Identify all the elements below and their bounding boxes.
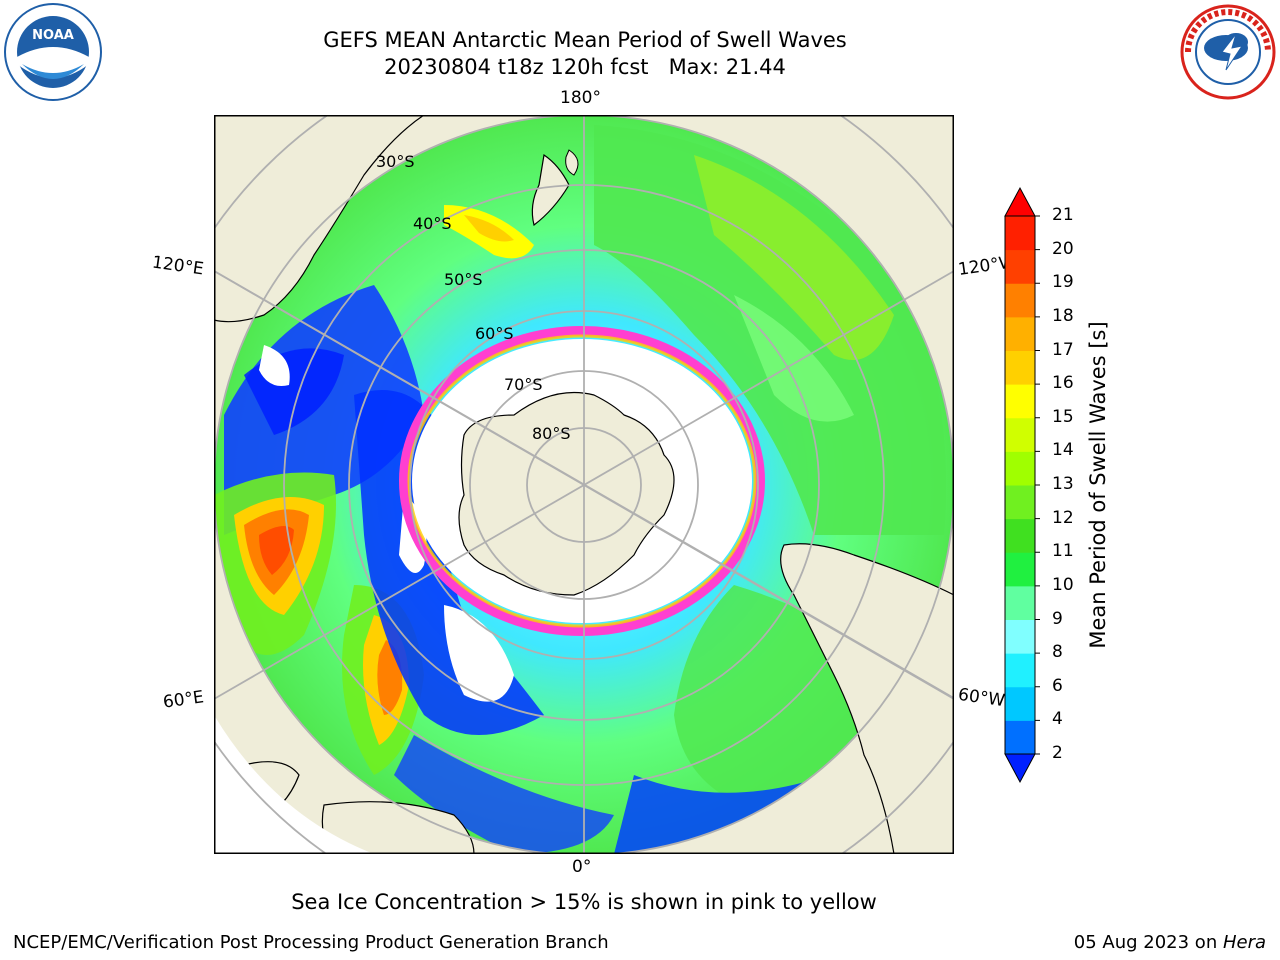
colorbar	[1004, 186, 1040, 784]
colorbar-segment-16	[1005, 350, 1035, 385]
colorbar-tick-18: 18	[1052, 305, 1074, 326]
lat-label-60s: 60°S	[475, 324, 514, 343]
footer-date: 05 Aug 2023 on Hera	[1074, 932, 1266, 953]
colorbar-max-extension	[1004, 186, 1036, 217]
svg-text:NOAA: NOAA	[32, 28, 74, 43]
colorbar-segment-11	[1005, 518, 1035, 553]
colorbar-segment-2	[1005, 720, 1035, 755]
colorbar-tick-20: 20	[1052, 238, 1074, 259]
colorbar-segment-17	[1005, 316, 1035, 351]
nws-logo-icon	[1180, 4, 1276, 100]
colorbar-tick-2: 2	[1052, 743, 1063, 763]
colorbar-segment-9	[1005, 585, 1035, 620]
colorbar-tick-4: 4	[1052, 709, 1063, 730]
lat-label-70s: 70°S	[504, 375, 543, 394]
lat-label-40s: 40°S	[413, 214, 452, 233]
footer-date-text: 05 Aug 2023 on	[1073, 932, 1223, 953]
chart-subtitle: 20230804 t18z 120h fcst Max: 21.44	[384, 55, 786, 79]
lon-label-lower-left: 60°E	[161, 687, 206, 713]
lat-label-30s: 30°S	[376, 152, 415, 171]
footer-credit: NCEP/EMC/Verification Post Processing Pr…	[13, 932, 609, 953]
colorbar-segment-6	[1005, 653, 1035, 688]
colorbar-segment-19	[1005, 249, 1035, 284]
colorbar-tick-19: 19	[1052, 272, 1074, 293]
lon-label-lower-right: 60°W	[956, 684, 1007, 712]
colorbar-tick-21: 21	[1052, 205, 1074, 225]
colorbar-segment-4	[1005, 686, 1035, 721]
colorbar-segment-15	[1005, 384, 1035, 419]
south-america	[780, 543, 954, 854]
polar-map	[214, 115, 954, 854]
colorbar-tick-17: 17	[1052, 339, 1074, 360]
colorbar-segment-8	[1005, 619, 1035, 654]
lat-label-50s: 50°S	[444, 270, 483, 289]
sea-ice-caption: Sea Ice Concentration > 15% is shown in …	[291, 890, 877, 914]
graticule	[214, 115, 954, 854]
colorbar-segment-20	[1005, 216, 1035, 251]
chart-title: GEFS MEAN Antarctic Mean Period of Swell…	[323, 28, 847, 52]
new-zealand-north	[565, 149, 579, 176]
lon-label-upper-left: 120°E	[150, 252, 205, 280]
noaa-logo-icon: NOAA	[4, 3, 102, 101]
colorbar-segment-14	[1005, 417, 1035, 452]
colorbar-segment-10	[1005, 552, 1035, 587]
colorbar-tick-13: 13	[1052, 474, 1074, 494]
colorbar-tick-15: 15	[1052, 406, 1074, 427]
colorbar-tick-12: 12	[1052, 507, 1074, 528]
lon-label-bottom: 0°	[572, 857, 592, 877]
new-zealand	[531, 153, 570, 227]
colorbar-tick-9: 9	[1052, 608, 1063, 629]
colorbar-tick-6: 6	[1052, 675, 1063, 696]
sea-ice-edge	[399, 326, 765, 636]
colorbar-segment-12	[1005, 485, 1035, 520]
lon-label-top: 180°	[560, 88, 601, 108]
colorbar-tick-8: 8	[1052, 642, 1063, 663]
map-frame	[214, 115, 954, 854]
lat-label-80s: 80°S	[532, 424, 571, 443]
colorbar-segment-18	[1005, 283, 1035, 318]
colorbar-tick-10: 10	[1052, 574, 1074, 595]
colorbar-min-extension	[1004, 753, 1036, 784]
colorbar-tick-14: 14	[1052, 440, 1074, 461]
colorbar-tick-11: 11	[1052, 541, 1074, 562]
colorbar-tick-16: 16	[1052, 373, 1074, 394]
colorbar-segment-13	[1005, 451, 1035, 486]
colorbar-label: Mean Period of Swell Waves [s]	[1086, 321, 1110, 649]
footer-host: Hera	[1222, 932, 1266, 953]
